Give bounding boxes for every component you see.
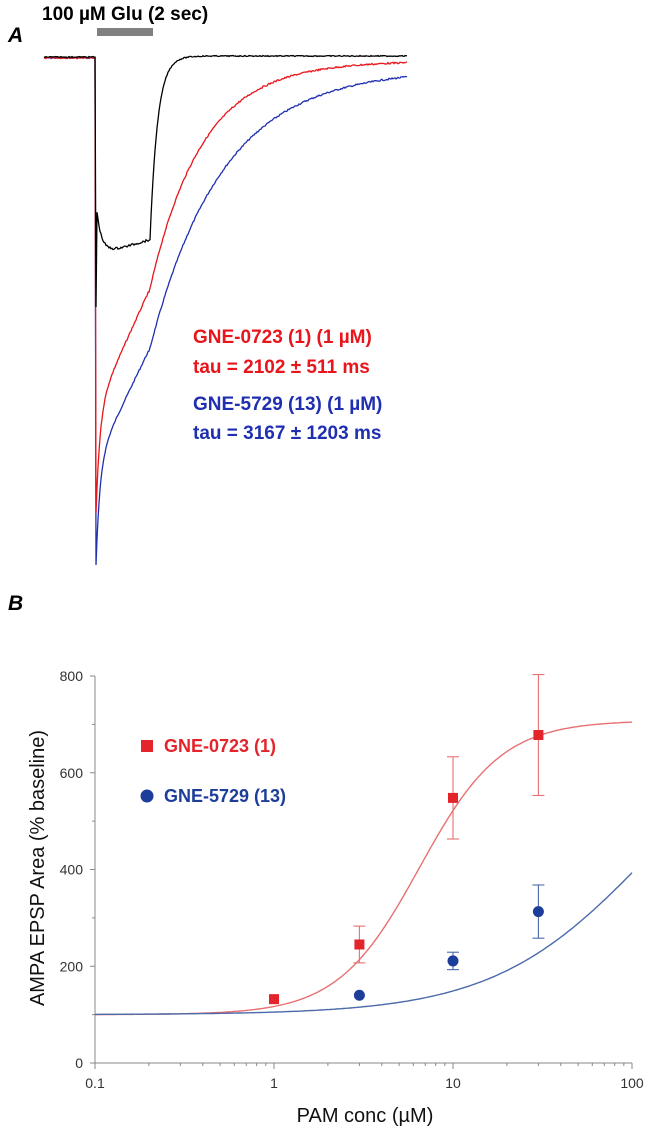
legend-marker-circle bbox=[140, 789, 154, 803]
panel-a-letter: A bbox=[7, 24, 23, 47]
fit-curve-0 bbox=[95, 721, 633, 1016]
annotation-gne0723-name: GNE-0723 (1) (1 µM) bbox=[193, 327, 372, 348]
plot-axes: 0 200 400 600 800 0.1 1 10 100 bbox=[60, 668, 644, 1091]
data-point-square bbox=[533, 730, 544, 741]
data-point-square bbox=[269, 994, 279, 1005]
fit-curve-1 bbox=[95, 872, 633, 1016]
data-point-circle bbox=[532, 906, 544, 918]
data-point-circle bbox=[447, 955, 459, 967]
y-tick-label: 800 bbox=[60, 668, 84, 684]
trace-gne5729 bbox=[43, 56, 408, 566]
panel-a: 100 µM Glu (2 sec) A GNE-0723 (1) (1 µM)… bbox=[7, 4, 408, 566]
data-points bbox=[269, 673, 545, 1005]
x-tick-label: 0.1 bbox=[85, 1075, 105, 1091]
x-tick-label: 10 bbox=[445, 1075, 461, 1091]
annotation-gne5729-name: GNE-5729 (13) (1 µM) bbox=[193, 394, 382, 415]
y-tick-label: 200 bbox=[60, 958, 84, 974]
stimulus-label: 100 µM Glu (2 sec) bbox=[42, 4, 208, 25]
annotation-gne0723-tau: tau = 2102 ± 511 ms bbox=[193, 357, 370, 378]
stimulus-bar bbox=[97, 28, 153, 36]
annotation-gne5729-tau: tau = 3167 ± 1203 ms bbox=[193, 423, 381, 444]
legend: GNE-0723 (1) GNE-5729 (13) bbox=[140, 736, 286, 806]
legend-label: GNE-0723 (1) bbox=[164, 736, 276, 756]
legend-marker-square bbox=[141, 740, 153, 752]
trace-control bbox=[43, 54, 408, 308]
data-point-circle bbox=[353, 989, 365, 1001]
x-axis-title: PAM conc (µM) bbox=[297, 1105, 434, 1127]
panel-b-letter: B bbox=[8, 592, 23, 615]
data-point-square bbox=[448, 792, 458, 803]
trace-gne0723 bbox=[44, 56, 408, 514]
y-tick-label: 400 bbox=[60, 862, 84, 878]
fit-curves bbox=[95, 721, 633, 1016]
data-point-square bbox=[354, 939, 365, 950]
traces bbox=[43, 54, 408, 566]
y-tick-label: 0 bbox=[75, 1055, 83, 1071]
x-tick-label: 100 bbox=[620, 1075, 644, 1091]
x-tick-label: 1 bbox=[270, 1075, 278, 1091]
legend-label: GNE-5729 (13) bbox=[164, 786, 286, 806]
y-tick-label: 600 bbox=[60, 765, 84, 781]
y-axis-title: AMPA EPSP Area (% baseline) bbox=[27, 730, 49, 1006]
